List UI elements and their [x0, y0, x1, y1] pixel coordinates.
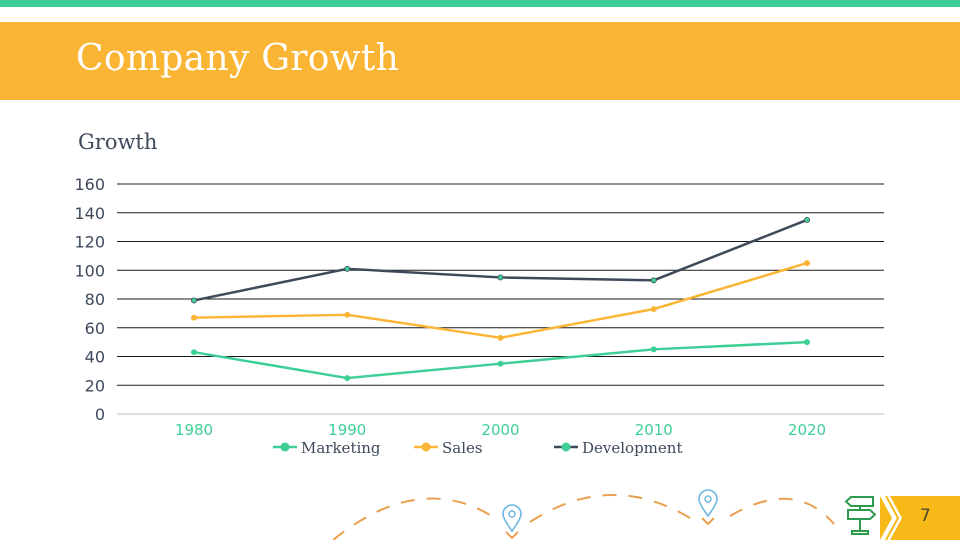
- x-tick-label: 1990: [328, 421, 366, 439]
- data-point: [190, 349, 197, 356]
- header-band: [0, 22, 960, 100]
- data-point: [497, 274, 504, 281]
- y-axis-ticks: 0 20 40 60 80 100 120 140 160: [74, 175, 105, 424]
- data-point: [804, 216, 811, 223]
- legend-item-development[interactable]: Development: [554, 439, 682, 457]
- chart-title: Growth: [78, 130, 158, 154]
- y-tick-label: 0: [95, 405, 105, 424]
- signpost-icon: [844, 496, 877, 535]
- series-sales: [190, 260, 811, 341]
- data-point: [650, 277, 657, 284]
- legend-label: Sales: [442, 439, 483, 457]
- dashed-path-decoration: [332, 494, 835, 540]
- x-tick-label: 2010: [635, 421, 673, 439]
- data-point: [650, 346, 657, 353]
- legend-marker: [421, 442, 431, 452]
- series-development: [190, 216, 811, 304]
- data-point: [344, 375, 351, 382]
- y-tick-label: 20: [85, 376, 105, 395]
- map-pin-icon: [698, 489, 718, 518]
- y-tick-label: 60: [85, 319, 105, 338]
- data-point: [344, 265, 351, 272]
- legend-marker: [561, 442, 571, 452]
- series-line: [193, 261, 808, 340]
- series-line: [193, 218, 808, 302]
- x-tick-label: 1980: [175, 421, 213, 439]
- y-tick-label: 120: [74, 233, 105, 252]
- x-axis-ticks: 1980 1990 2000 2010 2020: [175, 421, 826, 439]
- data-point: [344, 311, 351, 318]
- data-point: [650, 306, 657, 313]
- slide-title: Company Growth: [76, 38, 400, 79]
- data-point: [190, 314, 197, 321]
- y-tick-label: 40: [85, 348, 105, 367]
- data-point: [497, 334, 504, 341]
- legend-item-sales[interactable]: Sales: [414, 439, 483, 457]
- map-pin-icon: [502, 504, 522, 533]
- legend: Marketing Sales Development: [273, 439, 682, 457]
- gridlines: [117, 183, 884, 415]
- legend-item-marketing[interactable]: Marketing: [273, 439, 381, 457]
- series-lines: [190, 216, 811, 382]
- top-accent-bar: [0, 0, 960, 7]
- chevron-icon: [880, 496, 902, 540]
- legend-marker: [280, 442, 290, 452]
- page-number-badge: [880, 496, 960, 540]
- y-tick-label: 160: [74, 175, 105, 194]
- page-number: 7: [920, 506, 931, 526]
- series-line: [193, 340, 808, 380]
- legend-label: Development: [582, 439, 682, 457]
- y-tick-label: 100: [74, 261, 105, 280]
- data-point: [190, 297, 197, 304]
- series-marketing: [190, 339, 811, 382]
- x-tick-label: 2000: [481, 421, 519, 439]
- x-tick-label: 2020: [788, 421, 826, 439]
- data-point: [497, 360, 504, 367]
- data-point: [804, 339, 811, 346]
- data-point: [804, 260, 811, 267]
- y-tick-label: 80: [85, 290, 105, 309]
- legend-label: Marketing: [301, 439, 381, 457]
- y-tick-label: 140: [74, 204, 105, 223]
